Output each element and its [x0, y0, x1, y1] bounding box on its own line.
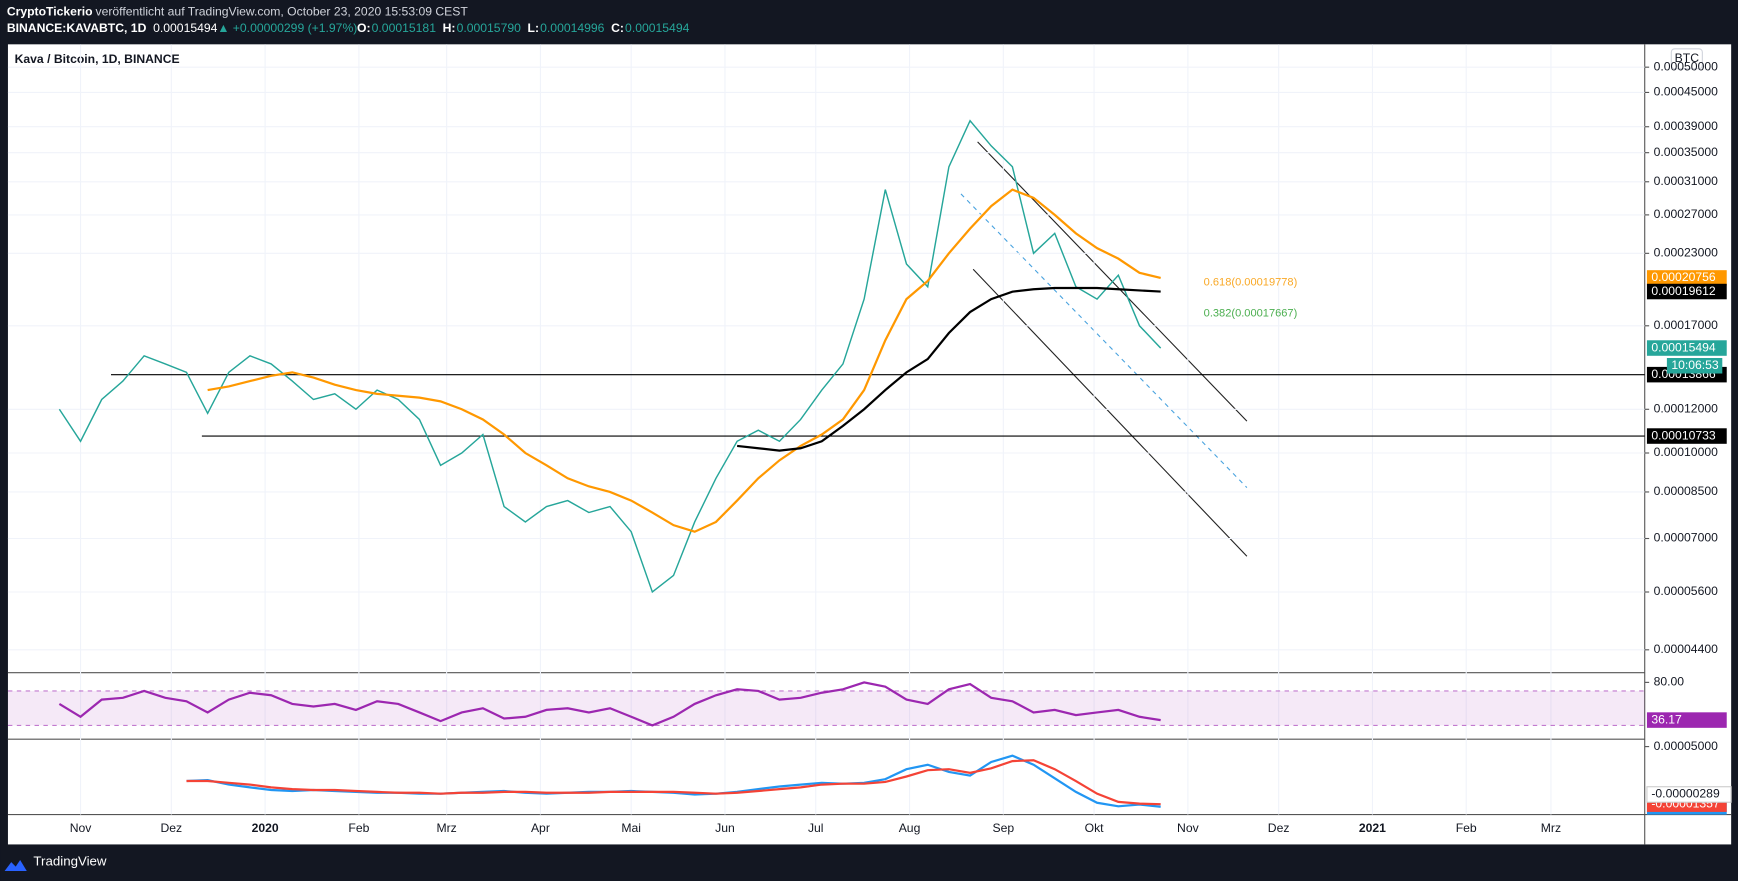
x-tick-label: Dez [1268, 821, 1290, 835]
x-tick-label: Sep [992, 821, 1014, 835]
price-tag-label: 36.17 [1651, 712, 1682, 726]
countdown: 10:06:53 [1671, 358, 1719, 372]
price-tag-label: 0.00010733 [1651, 428, 1716, 442]
x-tick-label: Nov [1177, 821, 1200, 835]
fib-label: 0.382(0.00017667) [1204, 308, 1298, 320]
price-tag [1646, 270, 1727, 286]
x-tick-label: 2021 [1359, 821, 1386, 835]
y-tick-label: 80.00 [1654, 675, 1685, 689]
ohlc-value: 0.00015181 [372, 21, 437, 35]
price-tag [1646, 712, 1727, 728]
price-tag [1646, 283, 1727, 300]
series-line [58, 681, 1161, 727]
series-line [737, 286, 1161, 452]
change: ▲ +0.00000299 (+1.97%) [217, 21, 357, 35]
symbol: BINANCE:KAVABTC, 1D [7, 21, 147, 35]
trend-line [960, 193, 1248, 488]
ohlc-key: O: [357, 21, 371, 35]
y-tick-label: 0.00027000 [1654, 207, 1719, 221]
y-tick-label: 0.00045000 [1654, 85, 1719, 99]
x-tick-label: Jun [715, 821, 735, 835]
price-tag-label: 0.00015494 [1651, 340, 1716, 354]
channel-line [972, 268, 1248, 557]
y-tick-label: 0.00012000 [1654, 402, 1719, 416]
chart-title: Kava / Bitcoin, 1D, BINANCE [15, 52, 180, 66]
y-tick-label: 0.00005000 [1654, 739, 1719, 753]
histogram-tag [1646, 786, 1732, 803]
last-price: 0.00015494 [153, 21, 218, 35]
y-tick-label: 0.00039000 [1654, 119, 1719, 133]
ohlc-key: L: [528, 21, 540, 35]
x-tick-label: Aug [899, 821, 921, 835]
currency: BTC [1675, 51, 1700, 65]
y-tick-label: 0.00035000 [1654, 145, 1719, 159]
y-tick-label: 0.00017000 [1654, 318, 1719, 332]
author: CryptoTickerio [7, 4, 93, 18]
x-tick-label: 2020 [252, 821, 279, 835]
chart-area [7, 44, 1732, 845]
brand: TradingView [33, 854, 106, 869]
x-tick-label: Mai [621, 821, 641, 835]
published: veröffentlicht auf TradingView.com, Octo… [95, 4, 468, 18]
x-tick-label: Mrz [436, 821, 456, 835]
currency-box [1670, 48, 1703, 70]
series-line [207, 188, 1161, 533]
price-tag-label: 0.00019612 [1651, 284, 1716, 298]
price-tag [1646, 340, 1727, 356]
fib-label: 0.618(0.00019778) [1204, 277, 1298, 289]
y-tick-label: 0.00005600 [1654, 584, 1719, 598]
ohlc-key: C: [611, 21, 624, 35]
ohlc: O: 0.00015181 H: 0.00015790 L: 0.00014996 C: 0.… [357, 21, 690, 35]
y-tick-label: 0.00010000 [1654, 445, 1719, 459]
x-tick-label: Jul [808, 821, 824, 835]
x-tick-label: Apr [531, 821, 550, 835]
countdown-box [1666, 358, 1723, 374]
logo [4, 859, 27, 872]
x-tick-label: Feb [348, 821, 369, 835]
y-tick-label: 0.00008500 [1654, 484, 1719, 498]
y-tick-label: 0.00031000 [1654, 174, 1719, 188]
x-tick-label: Dez [160, 821, 182, 835]
y-tick-label: 0.00007000 [1654, 531, 1719, 545]
y-tick-label: 0.00004400 [1654, 642, 1719, 656]
x-tick-label: Feb [1456, 821, 1477, 835]
y-tick-label: 0.00023000 [1654, 246, 1719, 260]
x-tick-label: Okt [1085, 821, 1105, 835]
ohlc-value: 0.00014996 [540, 21, 605, 35]
series-line [58, 119, 1162, 594]
ohlc-value: 0.00015790 [457, 21, 522, 35]
rsi-band [7, 690, 1645, 726]
ohlc-key: H: [443, 21, 456, 35]
plot: Nov Dez 2020 Feb Mrz Apr Mai Jun Jul Aug Sep Okt Nov… [7, 44, 1732, 835]
series-line [186, 759, 1161, 806]
y-tick-label: 0.00050000 [1654, 59, 1719, 73]
ohlc-value: 0.00015494 [625, 21, 690, 35]
price-tag-label: 0.00020756 [1651, 270, 1716, 284]
price-tag [1646, 428, 1727, 444]
histogram-label: -0.00000289 [1651, 787, 1720, 801]
x-tick-label: Mrz [1541, 821, 1561, 835]
x-tick-label: Nov [70, 821, 93, 835]
